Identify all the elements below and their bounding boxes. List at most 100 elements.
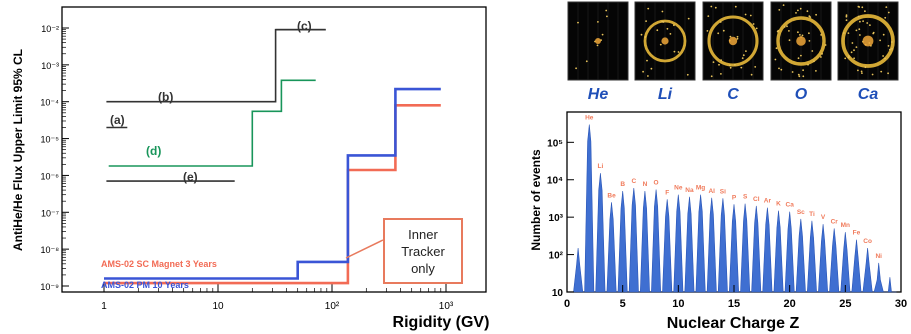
ring-hit-dot (736, 35, 739, 38)
right-x-tick-label: 20 (784, 298, 796, 310)
left-y-tick-label: 10⁻⁷ (41, 208, 59, 218)
ring-hit-dot (845, 14, 848, 17)
ring-hit-dot (882, 55, 884, 57)
ring-center-blob (796, 36, 806, 46)
label-b: (b) (158, 90, 173, 104)
ring-hit-dot (734, 63, 736, 66)
ring-hit-dot (815, 13, 817, 16)
ring-hit-dot (820, 34, 822, 36)
element-label: P (732, 194, 737, 201)
ring-hit-dot (889, 48, 891, 51)
element-label: Al (708, 188, 715, 195)
ring-hit-dot (677, 51, 680, 53)
ring-hit-dot (801, 34, 804, 37)
ring-hit-dot (791, 71, 794, 73)
ring-hit-dot (597, 21, 599, 23)
right-y-axis-label: Number of events (529, 149, 543, 251)
ring-hit-dot (729, 35, 732, 38)
left-series-line (104, 87, 441, 280)
element-label: Cl (753, 196, 760, 203)
ring-hit-dot (650, 67, 653, 70)
ring-hit-dot (606, 15, 608, 18)
charge-histogram-area (573, 124, 897, 293)
element-label: Si (720, 188, 726, 195)
cherenkov-ring (643, 19, 687, 63)
ring-hit-dot (862, 20, 864, 22)
left-x-axis-label: Rigidity (GV) (393, 314, 490, 331)
right-x-tick-label: 5 (620, 298, 626, 310)
ring-hit-dot (669, 33, 672, 35)
ring-hit-dot (645, 20, 647, 22)
ring-hit-dot (782, 4, 785, 6)
ring-label-ca: Ca (857, 86, 879, 103)
ring-hit-dot (720, 73, 722, 75)
ring-hit-dot (850, 51, 853, 54)
ring-hit-dot (585, 60, 588, 63)
element-label: B (620, 181, 625, 188)
element-label: O (654, 179, 659, 186)
ring-hit-dot (776, 30, 779, 33)
ring-hit-dot (861, 72, 863, 74)
ring-hit-dot (853, 49, 855, 52)
element-label: Ar (764, 198, 772, 205)
ring-hit-dot (778, 9, 781, 11)
ring-hit-dot (686, 73, 689, 76)
ring-hit-dot (882, 33, 885, 36)
ring-hit-dot (710, 5, 713, 8)
ring-hit-dot (847, 32, 850, 34)
ring-hit-dot (808, 40, 811, 42)
right-x-tick-label: 15 (728, 298, 740, 310)
element-label: Cr (831, 218, 839, 225)
ring-hit-dot (706, 30, 709, 32)
ring-hit-dot (750, 73, 753, 76)
ring-hit-dot (798, 75, 801, 78)
ring-hit-dot (710, 75, 713, 78)
ring-hit-dot (866, 22, 869, 24)
ring-hit-dot (858, 28, 861, 31)
element-label: Ni (875, 253, 882, 260)
ring-hit-dot (722, 29, 725, 32)
ring-hit-dot (788, 30, 790, 32)
ring-hit-dot (719, 21, 722, 23)
left-y-tick-label: 10⁻⁶ (41, 171, 60, 181)
element-label: Co (863, 238, 872, 245)
ring-hit-dot (857, 69, 859, 72)
ring-hit-dot (795, 12, 797, 14)
element-label: C (631, 178, 636, 185)
ring-hit-dot (577, 21, 579, 24)
left-x-tick-label: 10 (212, 301, 224, 312)
right-y-tick-label: 10³ (549, 213, 564, 224)
ring-hit-dot (745, 50, 747, 52)
ring-hit-dot (807, 63, 809, 66)
ring-hit-dot (717, 32, 720, 35)
ring-hit-dot (884, 16, 887, 19)
right-x-tick-label: 30 (895, 298, 907, 310)
ring-hit-dot (855, 46, 858, 48)
ring-hit-dot (783, 26, 786, 28)
left-y-axis-label: AntiHe/He Flux Upper Limit 95% CL (11, 49, 25, 251)
box-pointer-line (345, 239, 384, 259)
ring-hit-dot (755, 27, 758, 30)
ring-hit-dot (845, 19, 848, 22)
ring-hit-dot (734, 5, 737, 8)
ring-hit-dot (842, 32, 845, 34)
box-line-3: only (411, 260, 435, 276)
left-y-tick-label: 10⁻⁸ (40, 245, 59, 255)
cherenkov-ring (707, 15, 759, 67)
ring-hit-dot (786, 25, 788, 28)
ring-center-blob (595, 38, 601, 44)
ring-hit-dot (859, 34, 861, 36)
ring-hit-dot (872, 31, 875, 34)
label-c: (c) (297, 19, 312, 33)
left-x-ticks: 1 10 10² 10³ (101, 284, 454, 312)
ring-hit-dot (687, 17, 690, 20)
left-x-tick-label: 10³ (439, 301, 454, 312)
element-label: Be (607, 192, 616, 199)
label-d: (d) (146, 144, 161, 158)
ring-hit-dot (744, 13, 747, 16)
ring-hit-dot (640, 33, 643, 36)
ring-label-he: He (587, 86, 609, 103)
ring-hit-dot (861, 6, 864, 9)
ring-hit-dot (752, 23, 755, 25)
left-y-tick-label: 10⁻⁴ (40, 98, 59, 108)
